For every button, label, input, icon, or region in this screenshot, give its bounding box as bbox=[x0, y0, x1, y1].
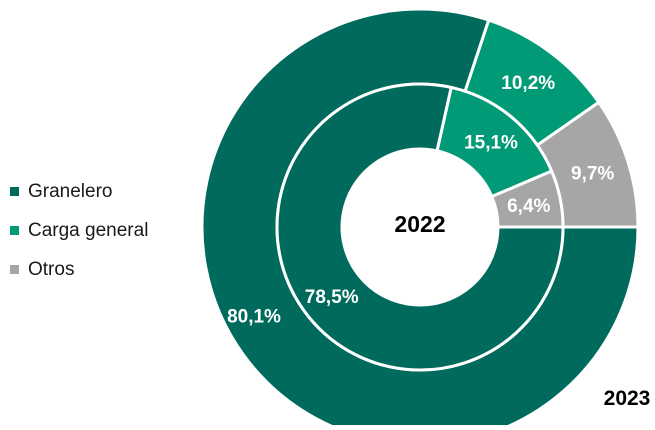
legend-label-granelero: Granelero bbox=[28, 180, 113, 202]
data-labels: 9,7% 10,2% 80,1% 6,4% 15,1% 78,5% bbox=[227, 73, 614, 327]
outer-year-label: 2023 bbox=[604, 387, 651, 410]
legend-item-granelero: Granelero bbox=[10, 172, 148, 211]
inner-ring-2022 bbox=[275, 82, 565, 372]
data-label-2023-carga-general: 10,2% bbox=[501, 73, 555, 94]
outer-ring-2023 bbox=[200, 7, 640, 430]
legend-item-otros: Otros bbox=[10, 250, 148, 289]
legend-swatch-otros bbox=[10, 265, 19, 274]
data-label-2022-granelero: 78,5% bbox=[305, 287, 359, 308]
data-label-2022-carga-general: 15,1% bbox=[464, 133, 518, 154]
legend-label-otros: Otros bbox=[28, 258, 75, 280]
slice-2022-granelero bbox=[275, 82, 565, 372]
center-year-label: 2022 bbox=[394, 211, 445, 237]
legend-swatch-granelero bbox=[10, 187, 19, 196]
data-label-2023-granelero: 80,1% bbox=[227, 306, 281, 327]
legend-item-carga-general: Carga general bbox=[10, 211, 148, 250]
legend-label-carga-general: Carga general bbox=[28, 219, 149, 241]
legend-swatch-carga-general bbox=[10, 226, 19, 235]
legend: Granelero Carga general Otros bbox=[10, 172, 148, 289]
data-label-2023-otros: 9,7% bbox=[571, 164, 614, 185]
data-label-2022-otros: 6,4% bbox=[507, 196, 550, 217]
